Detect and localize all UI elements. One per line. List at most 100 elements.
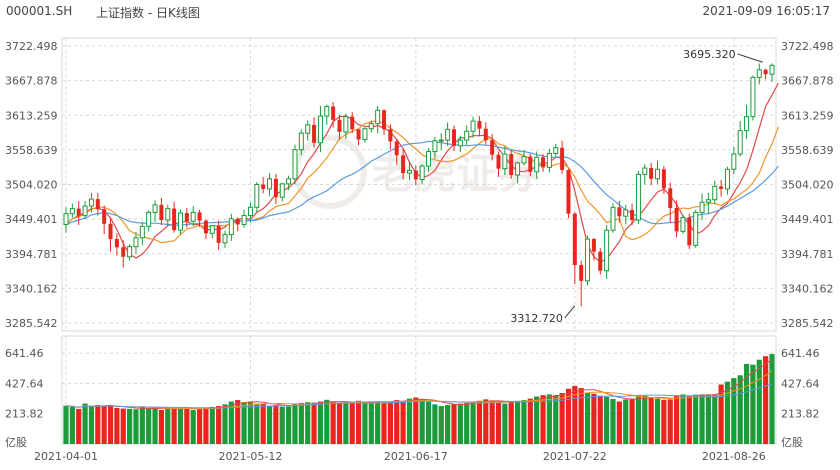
candle — [172, 201, 177, 233]
volume-bar — [648, 397, 654, 444]
chart-title: 上证指数 - 日K线图 — [96, 6, 200, 20]
volume-bar — [305, 402, 311, 444]
candle-body — [356, 129, 361, 140]
y-tick-left: 3558.639 — [5, 144, 58, 157]
volume-bar — [508, 402, 514, 444]
candle-body — [438, 139, 444, 142]
candle-body — [769, 64, 775, 75]
candle-body — [509, 154, 514, 176]
volume-panel-frame — [61, 335, 777, 445]
candle-body — [394, 141, 399, 156]
candle-body — [222, 234, 228, 244]
x-tick-label: 2021-04-01 — [34, 450, 98, 463]
volume-bar — [756, 359, 762, 444]
candle-body — [687, 217, 692, 246]
candle — [375, 105, 381, 134]
candle — [247, 202, 253, 223]
volume-bar — [247, 401, 254, 444]
volume-bar — [324, 399, 330, 444]
candle — [451, 125, 456, 151]
candle-body — [216, 225, 221, 243]
candle — [305, 120, 311, 141]
volume-bar — [107, 406, 114, 444]
candle-body — [483, 128, 488, 141]
volume-bar — [680, 394, 686, 444]
candle — [152, 200, 158, 222]
candle — [687, 213, 692, 250]
volume-bar — [158, 410, 165, 444]
candle — [203, 219, 208, 240]
volume-tick-left: 213.82 — [5, 408, 44, 421]
candle-body — [382, 110, 387, 130]
volume-bar — [95, 405, 101, 444]
candle-body — [464, 130, 470, 141]
candle — [426, 148, 432, 172]
candle-body — [401, 155, 406, 174]
candle-body — [528, 156, 533, 172]
volume-unit-right: 亿股 — [781, 436, 803, 449]
candle — [623, 204, 629, 225]
volume-tick-right: 641.46 — [781, 347, 820, 360]
candle-body — [750, 76, 756, 118]
candle-body — [114, 239, 119, 248]
candle — [635, 171, 641, 224]
volume-bar — [349, 403, 355, 444]
candle — [261, 176, 266, 194]
candle-body — [190, 211, 196, 222]
volume-bar — [63, 405, 69, 444]
volume-bar — [311, 402, 317, 444]
volume-bar — [572, 385, 578, 444]
volume-bar — [235, 400, 241, 444]
candle-body — [521, 156, 527, 164]
candle-body — [177, 212, 183, 231]
candle — [146, 210, 152, 232]
volume-bar — [445, 405, 451, 444]
candle — [756, 63, 762, 85]
candle-body — [457, 139, 463, 147]
volume-bar — [610, 398, 616, 444]
candle — [165, 204, 171, 226]
candle-body — [546, 152, 552, 168]
candle — [591, 237, 596, 261]
y-tick-right: 3613.259 — [781, 109, 834, 122]
candle-body — [312, 124, 317, 143]
ma-line-ma10 — [65, 119, 779, 244]
candle — [331, 102, 336, 128]
volume-bar — [432, 404, 438, 444]
candle — [693, 209, 699, 248]
volume-bar — [489, 400, 495, 444]
candle-body — [127, 246, 133, 258]
y-tick-right: 3449.401 — [781, 213, 834, 226]
candle-body — [432, 140, 438, 153]
candle — [108, 217, 113, 252]
candle-body — [731, 153, 737, 170]
candle — [438, 133, 444, 150]
x-tick-label: 2021-07-22 — [543, 450, 607, 463]
volume-tick-right: 213.82 — [781, 408, 820, 421]
volume-bar — [381, 402, 387, 444]
volume-bar — [394, 400, 400, 444]
volume-bar — [693, 394, 699, 444]
volume-bar — [196, 409, 203, 444]
volume-bar — [413, 397, 419, 444]
candle — [312, 117, 317, 148]
candle-body — [566, 169, 571, 214]
candle — [490, 133, 495, 161]
candle-body — [591, 239, 596, 252]
candle-body — [331, 106, 336, 120]
candle — [610, 202, 616, 233]
candle-body — [604, 229, 610, 272]
candle-body — [470, 120, 476, 132]
candle — [769, 63, 775, 82]
candle — [712, 180, 718, 205]
volume-bar — [330, 401, 336, 444]
candle — [445, 122, 451, 146]
candle-body — [146, 211, 152, 227]
volume-bar — [470, 401, 476, 444]
candle — [661, 166, 666, 195]
volume-bar — [553, 395, 559, 444]
candle-body — [121, 247, 126, 257]
candle — [63, 207, 69, 233]
y-tick-right: 3667.878 — [781, 75, 834, 88]
candle-body — [102, 209, 107, 224]
